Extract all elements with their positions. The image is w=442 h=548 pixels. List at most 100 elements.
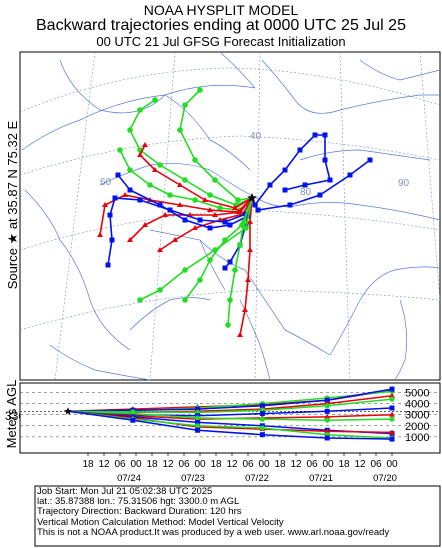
height-marker — [389, 386, 395, 392]
trajectory-marker — [112, 195, 118, 201]
trajectory-marker — [312, 132, 318, 138]
y-tick-label: 1000 — [405, 432, 429, 444]
trajectory-marker — [115, 172, 121, 178]
trajectory-marker — [192, 197, 198, 203]
x-hour-label: 00 — [322, 459, 334, 470]
trajectory-marker — [182, 297, 188, 303]
trajectory-marker — [247, 219, 253, 224]
height-marker — [195, 419, 201, 425]
trajectory-marker — [197, 217, 203, 223]
trajectory-marker — [107, 212, 113, 218]
trajectory-marker — [127, 167, 133, 173]
height-marker — [324, 397, 330, 403]
trajectory-layer — [97, 87, 373, 337]
trajectory-marker — [212, 177, 218, 183]
height-series-line — [67, 407, 393, 417]
trajectory-marker — [245, 277, 251, 282]
trajectory-marker — [202, 197, 208, 202]
height-marker — [389, 396, 395, 402]
x-hour-label: 06 — [178, 459, 190, 470]
trajectory-marker — [167, 192, 173, 198]
x-hour-label: 00 — [194, 459, 206, 470]
trajectory-marker — [322, 132, 328, 138]
trajectory-marker — [167, 207, 173, 213]
trajectory-marker — [109, 237, 115, 243]
height-marker — [259, 416, 265, 422]
trajectory-marker — [225, 322, 231, 328]
height-marker — [324, 417, 330, 423]
trajectory-marker — [157, 247, 163, 252]
trajectory-marker — [152, 167, 158, 172]
border-line — [359, 59, 441, 81]
height-series-line — [67, 410, 393, 434]
border-line — [149, 229, 226, 291]
x-date-label: 07/20 — [373, 473, 397, 484]
trajectory-marker — [217, 205, 223, 211]
border-line — [199, 239, 331, 356]
trajectory-marker — [177, 127, 183, 133]
trajectory-path — [139, 197, 253, 301]
trajectory-marker — [102, 202, 108, 207]
trajectory-marker — [177, 202, 183, 207]
trajectory-marker — [105, 262, 111, 268]
grid-label: 90 — [398, 178, 410, 189]
border-line — [164, 94, 251, 171]
height-marker — [130, 417, 136, 423]
trajectory-marker — [172, 237, 178, 242]
x-hour-label: 12 — [98, 459, 110, 470]
x-hour-label: 12 — [162, 459, 174, 470]
height-marker — [389, 392, 395, 398]
grid-line — [254, 51, 261, 381]
trajectory-marker — [282, 187, 288, 193]
trajectory-marker — [255, 207, 261, 213]
grid-line — [419, 51, 441, 301]
x-hour-label: 06 — [242, 459, 254, 470]
y-tick-label: 4000 — [405, 399, 429, 411]
height-series-line — [67, 410, 393, 440]
trajectory-marker — [157, 287, 163, 293]
trajectory-marker — [287, 202, 293, 208]
footer-vertical-method: Vertical Motion Calculation Method: Mode… — [37, 516, 284, 528]
trajectory-title: Backward trajectories ending at 0000 UTC… — [36, 17, 406, 34]
trajectory-marker — [267, 182, 273, 188]
height-marker — [195, 415, 201, 421]
x-hour-label: 12 — [226, 459, 238, 470]
trajectory-marker — [222, 265, 228, 271]
border-line — [394, 299, 407, 381]
trajectory-marker — [192, 225, 198, 230]
height-series-line — [67, 410, 393, 421]
x-hour-label: 00 — [258, 459, 270, 470]
x-hour-label: 00 — [386, 459, 398, 470]
x-hour-label: 06 — [370, 459, 382, 470]
trajectory-marker — [367, 157, 373, 163]
trajectory-marker — [242, 307, 248, 312]
height-marker — [324, 403, 330, 409]
height-series-line — [67, 410, 393, 439]
trajectory-marker — [137, 152, 143, 157]
y-tick-label: 3000 — [405, 410, 429, 422]
trajectory-marker — [147, 182, 153, 188]
trajectory-marker — [237, 209, 243, 214]
trajectory-marker — [182, 217, 188, 223]
height-marker — [389, 436, 395, 442]
trajectory-marker — [207, 207, 213, 212]
trajectory-marker — [243, 225, 249, 231]
grid-line — [54, 51, 96, 381]
x-hour-label: 12 — [354, 459, 366, 470]
y-tick-label: 5000 — [405, 387, 429, 399]
trajectory-marker — [327, 177, 333, 183]
trajectory-marker — [297, 147, 303, 153]
trajectory-marker — [317, 192, 323, 198]
border-line — [261, 59, 440, 114]
height-marker — [259, 411, 265, 417]
map-frame — [19, 51, 441, 381]
trajectory-marker — [207, 257, 213, 263]
height-marker — [324, 408, 330, 414]
x-date-label: 07/24 — [117, 473, 141, 484]
trajectory-path — [99, 194, 253, 236]
border-line — [24, 189, 131, 351]
trajectory-path — [239, 197, 253, 336]
trajectory-marker — [322, 157, 328, 163]
